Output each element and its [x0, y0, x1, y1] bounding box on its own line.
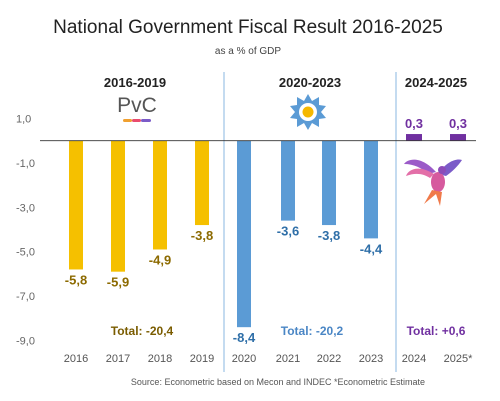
value-label: 0,3: [449, 116, 467, 131]
bar: [364, 140, 378, 239]
pvc-logo-text: PvC: [117, 94, 157, 117]
value-label: -4,4: [360, 241, 383, 256]
y-tick-label: -9,0: [16, 336, 35, 348]
value-label: -3,6: [277, 224, 299, 239]
chart-title: National Government Fiscal Result 2016-2…: [53, 17, 443, 38]
value-label: -4,9: [149, 252, 171, 267]
period-total: Total: +0,6: [407, 324, 466, 338]
x-tick-label: 2019: [190, 353, 214, 365]
logos: [123, 94, 462, 206]
eagle-icon: [404, 159, 462, 206]
period-heading: 2020-2023: [279, 75, 341, 90]
x-axis: 2016 2017 2018 2019 2020 2021 2022 2023 2024 2025…: [64, 353, 473, 365]
chart-subtitle: as a % of GDP: [215, 46, 281, 57]
y-tick-label: -5,0: [16, 247, 35, 259]
period-dividers: [223, 72, 397, 372]
x-tick-label: 2024: [402, 353, 426, 365]
period-total: Total: -20,2: [281, 324, 344, 338]
bar: [237, 140, 251, 328]
bar: [111, 140, 125, 272]
bar: [281, 140, 295, 221]
bar: [69, 140, 83, 270]
x-tick-label: 2023: [359, 353, 383, 365]
x-tick-label: 2016: [64, 353, 88, 365]
x-tick-label: 2018: [148, 353, 172, 365]
period-heading: 2016-2019: [104, 75, 166, 90]
y-tick-label: 1,0: [16, 114, 31, 126]
group-labels: 2016-2019 PvC Total: -20,4 2020-2023 Total: …: [104, 75, 467, 338]
y-tick-label: -1,0: [16, 158, 35, 170]
x-tick-label: 2021: [276, 353, 300, 365]
value-label: -3,8: [191, 228, 213, 243]
pvc-logo-underline: [123, 119, 151, 122]
value-label: -5,9: [107, 275, 129, 290]
x-tick-label: 2017: [106, 353, 130, 365]
period-total: Total: -20,4: [111, 324, 174, 338]
x-tick-label: 2020: [232, 353, 256, 365]
value-label: -5,8: [65, 272, 87, 287]
y-axis: 1,0 -1,0 -3,0 -5,0 -7,0 -9,0: [16, 114, 35, 348]
value-label: -8,4: [233, 330, 256, 345]
bar: [195, 140, 209, 226]
bar: [450, 134, 466, 141]
x-tick-label: 2022: [317, 353, 341, 365]
value-labels: -5,8 -5,9 -4,9 -3,8 -8,4 -3,6 -3,8 -4,4 0,3 0,3: [65, 116, 467, 345]
y-tick-label: -7,0: [16, 291, 35, 303]
period-heading: 2024-2025: [405, 75, 467, 90]
value-label: -3,8: [318, 228, 340, 243]
bar: [153, 140, 167, 250]
sun-badge-icon: [290, 94, 326, 130]
x-tick-label: 2025*: [444, 353, 473, 365]
bars: [69, 134, 466, 328]
value-label: 0,3: [405, 116, 423, 131]
chart-source: Source: Econometric based on Mecon and I…: [131, 377, 425, 387]
y-tick-label: -3,0: [16, 202, 35, 214]
bar: [406, 134, 422, 141]
bar: [322, 140, 336, 226]
